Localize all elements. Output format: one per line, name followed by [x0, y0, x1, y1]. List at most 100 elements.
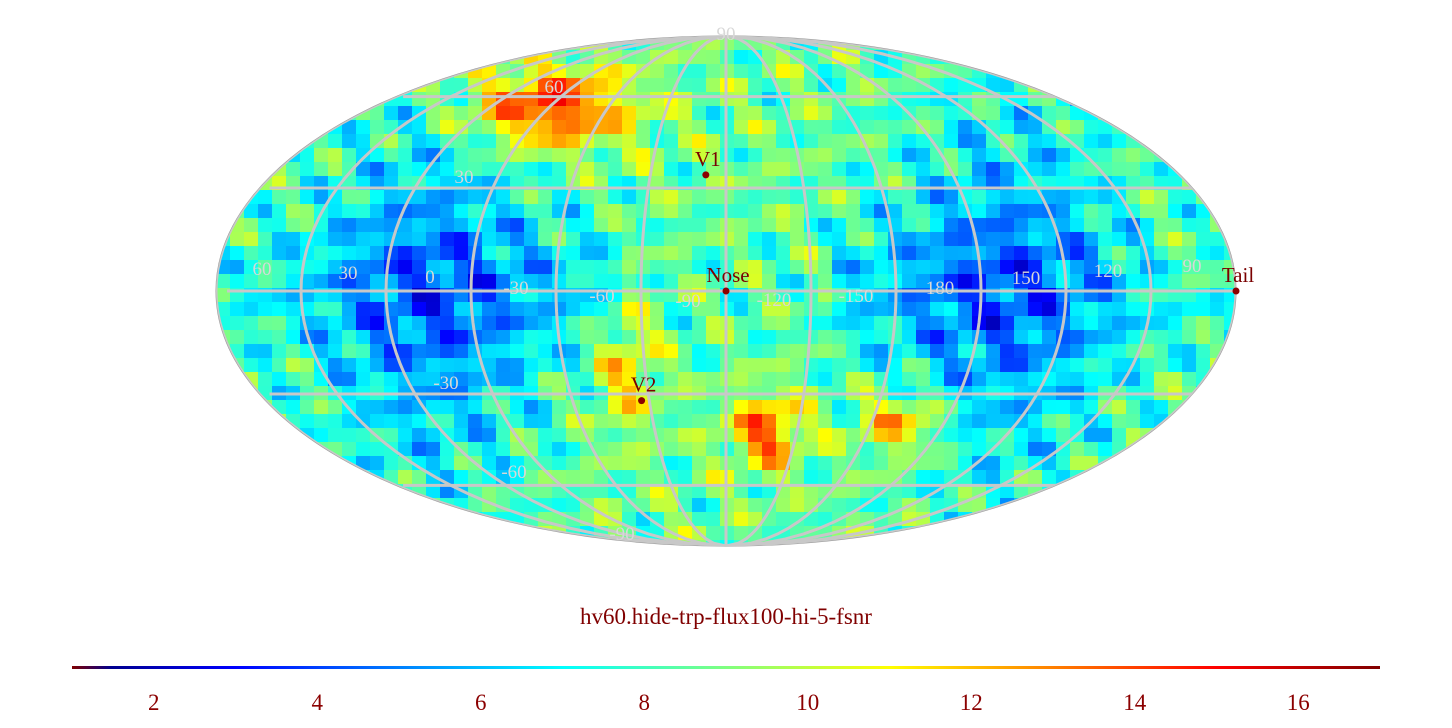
map-pixel	[608, 372, 623, 387]
map-pixel	[916, 162, 931, 177]
map-pixel	[566, 204, 581, 219]
map-pixel	[636, 470, 651, 485]
map-pixel	[398, 260, 413, 275]
map-pixel	[832, 498, 847, 513]
map-pixel	[762, 442, 777, 457]
map-pixel	[1070, 442, 1085, 457]
map-pixel	[1154, 260, 1169, 275]
map-pixel	[440, 260, 455, 275]
map-pixel	[1084, 274, 1099, 289]
map-pixel	[860, 470, 875, 485]
map-pixel	[454, 218, 469, 233]
map-pixel	[1014, 316, 1029, 331]
map-pixel	[1014, 484, 1029, 499]
map-pixel	[580, 372, 595, 387]
map-pixel	[916, 330, 931, 345]
map-pixel	[734, 456, 749, 471]
map-pixel	[524, 106, 539, 121]
map-pixel	[748, 218, 763, 233]
map-pixel	[1168, 274, 1183, 289]
map-pixel	[342, 218, 357, 233]
map-pixel	[958, 400, 973, 415]
map-pixel	[1000, 344, 1015, 359]
map-pixel	[832, 274, 847, 289]
map-pixel	[818, 64, 833, 79]
map-pixel	[454, 316, 469, 331]
map-pixel	[790, 274, 805, 289]
map-pixel	[538, 78, 553, 93]
map-pixel	[1224, 218, 1236, 233]
map-pixel	[1168, 232, 1183, 247]
map-pixel	[860, 330, 875, 345]
map-pixel	[762, 358, 777, 373]
map-pixel	[790, 372, 805, 387]
map-pixel	[1000, 274, 1015, 289]
map-pixel	[986, 78, 1001, 93]
map-pixel	[930, 204, 945, 219]
map-pixel	[314, 190, 329, 205]
map-pixel	[426, 274, 441, 289]
map-pixel	[608, 498, 623, 513]
map-pixel	[860, 162, 875, 177]
map-pixel	[328, 162, 343, 177]
map-pixel	[846, 344, 861, 359]
map-pixel	[902, 190, 917, 205]
map-pixel	[524, 302, 539, 317]
map-pixel	[776, 134, 791, 149]
map-pixel	[930, 106, 945, 121]
map-pixel	[384, 148, 399, 163]
map-pixel	[874, 232, 889, 247]
map-pixel	[748, 344, 763, 359]
map-pixel	[286, 274, 301, 289]
map-pixel	[328, 134, 343, 149]
map-pixel	[734, 414, 749, 429]
map-pixel	[356, 414, 371, 429]
map-pixel	[1182, 302, 1197, 317]
map-pixel	[1084, 428, 1099, 443]
map-pixel	[804, 162, 819, 177]
map-pixel	[524, 162, 539, 177]
map-pixel	[944, 246, 959, 261]
map-pixel	[902, 456, 917, 471]
map-pixel	[846, 400, 861, 415]
map-pixel	[1028, 470, 1043, 485]
map-pixel	[706, 246, 721, 261]
map-pixel	[1056, 148, 1071, 163]
map-pixel	[1112, 134, 1127, 149]
map-pixel	[1196, 204, 1211, 219]
map-pixel	[384, 400, 399, 415]
map-pixel	[636, 148, 651, 163]
map-pixel	[916, 246, 931, 261]
map-pixel	[692, 204, 707, 219]
map-pixel	[1042, 414, 1057, 429]
map-pixel	[342, 260, 357, 275]
map-pixel	[1112, 400, 1127, 415]
map-pixel	[1196, 274, 1211, 289]
map-pixel	[1098, 260, 1113, 275]
map-pixel	[944, 330, 959, 345]
map-pixel	[1014, 442, 1029, 457]
map-pixel	[412, 470, 427, 485]
map-pixel	[566, 148, 581, 163]
map-pixel	[538, 400, 553, 415]
map-pixel	[440, 148, 455, 163]
map-pixel	[930, 218, 945, 233]
map-pixel	[328, 232, 343, 247]
map-pixel	[874, 428, 889, 443]
map-pixel	[902, 204, 917, 219]
map-pixel	[692, 260, 707, 275]
map-pixel	[580, 400, 595, 415]
map-pixel	[454, 414, 469, 429]
map-pixel	[580, 78, 595, 93]
map-pixel	[398, 106, 413, 121]
map-pixel	[888, 526, 903, 541]
map-pixel	[776, 372, 791, 387]
map-pixel	[510, 456, 525, 471]
map-pixel	[1112, 302, 1127, 317]
marker-v1-label: V1	[695, 147, 721, 171]
map-pixel	[664, 246, 679, 261]
map-pixel	[678, 442, 693, 457]
map-pixel	[1000, 204, 1015, 219]
map-pixel	[1210, 330, 1225, 345]
map-pixel	[804, 330, 819, 345]
